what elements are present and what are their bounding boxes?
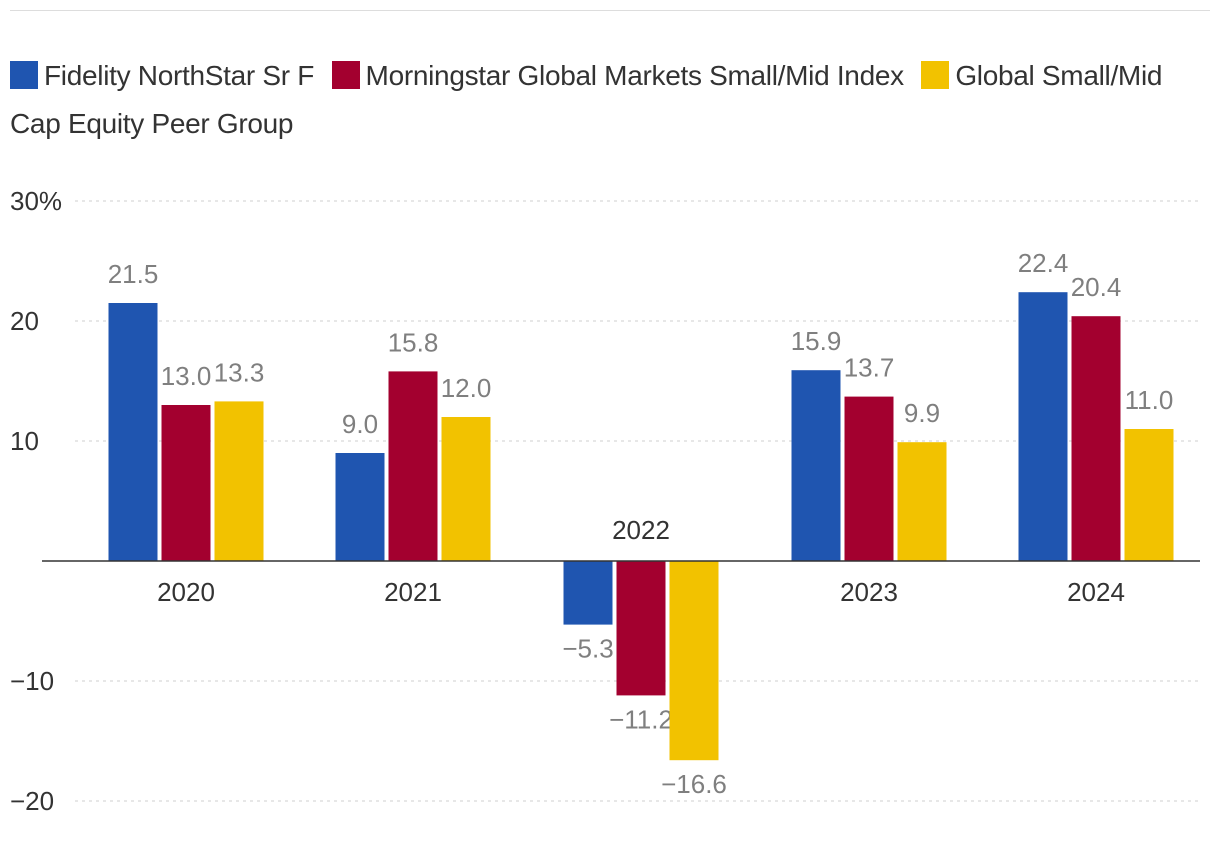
bar — [669, 561, 719, 761]
data-label: 13.3 — [214, 357, 265, 387]
data-label: 12.0 — [441, 373, 492, 403]
legend-item-peer-group: Global Small/Mid Cap Equity Peer Group — [10, 60, 1162, 139]
data-label: −5.3 — [562, 634, 613, 664]
x-category-label: 2024 — [1067, 577, 1125, 607]
bar — [161, 405, 211, 561]
bar — [108, 303, 158, 561]
data-label: 9.0 — [342, 409, 378, 439]
x-category-label: 2022 — [612, 515, 670, 545]
legend-item-fund: Fidelity NorthStar Sr F — [10, 60, 314, 91]
top-divider — [10, 10, 1210, 11]
bar — [563, 561, 613, 625]
data-label: −11.2 — [609, 704, 673, 734]
legend-item-index: Morningstar Global Markets Small/Mid Ind… — [331, 60, 905, 91]
bar — [897, 442, 947, 561]
y-tick-label: 30% — [10, 186, 62, 216]
data-label: 15.8 — [388, 327, 439, 357]
bar — [335, 453, 385, 561]
legend-label-index: Morningstar Global Markets Small/Mid Ind… — [365, 60, 905, 91]
data-label: 22.4 — [1018, 248, 1069, 278]
bar — [214, 401, 264, 561]
bar — [844, 396, 894, 561]
data-label: 11.0 — [1125, 385, 1174, 415]
chart-legend: Fidelity NorthStar Sr F Morningstar Glob… — [10, 52, 1200, 148]
x-category-label: 2021 — [384, 577, 442, 607]
bar — [791, 370, 841, 561]
data-label: 20.4 — [1071, 272, 1122, 302]
data-label: 21.5 — [108, 259, 159, 289]
bar — [1071, 316, 1121, 561]
legend-label-peer-group: Global Small/Mid Cap Equity Peer Group — [10, 60, 1163, 139]
legend-swatch-peer-group — [921, 61, 950, 89]
data-label: 9.9 — [904, 398, 940, 428]
y-tick-label: −10 — [10, 666, 54, 696]
y-tick-label: 20 — [10, 306, 39, 336]
legend-swatch-index — [331, 61, 360, 89]
y-tick-label: −20 — [10, 786, 54, 816]
bar — [1018, 292, 1068, 561]
bar — [1124, 429, 1174, 561]
bar — [388, 371, 438, 561]
legend-label-fund: Fidelity NorthStar Sr F — [44, 60, 315, 91]
data-label: 13.0 — [161, 361, 212, 391]
data-label: −16.6 — [661, 769, 727, 799]
x-category-label: 2023 — [840, 577, 898, 607]
legend-swatch-fund — [10, 61, 38, 89]
y-tick-label: 10 — [10, 426, 39, 456]
data-label: 15.9 — [791, 326, 842, 356]
bar — [441, 417, 491, 561]
data-label: 13.7 — [844, 353, 895, 383]
bar — [616, 561, 666, 696]
x-category-label: 2020 — [157, 577, 215, 607]
